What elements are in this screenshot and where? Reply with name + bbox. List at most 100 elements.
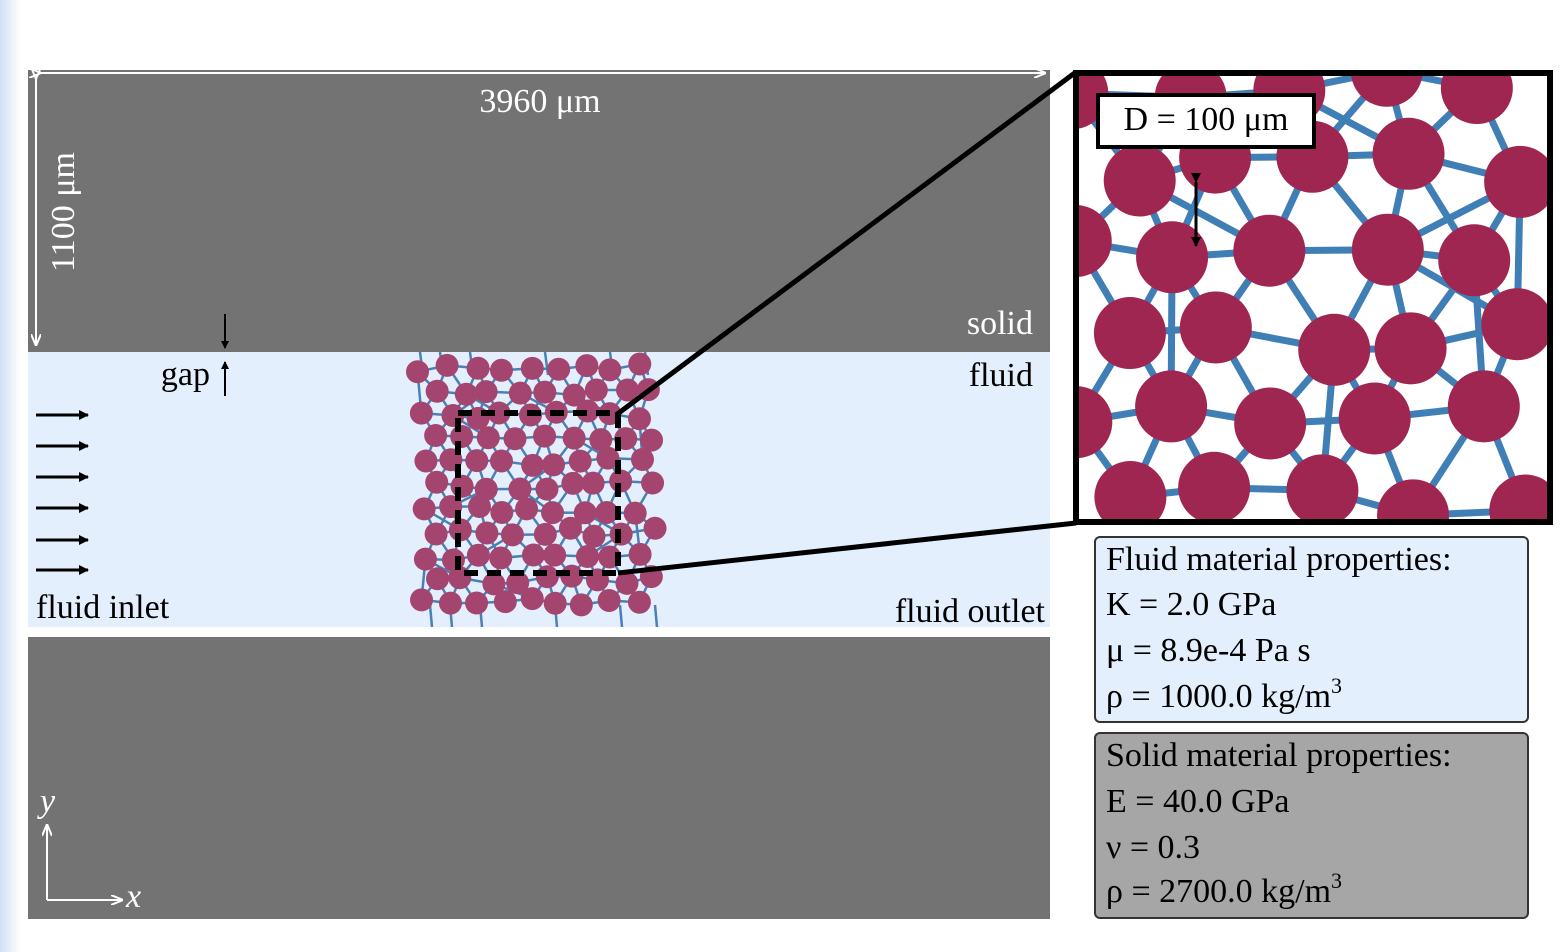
particle — [1375, 312, 1447, 384]
density-exponent: 3 — [1331, 868, 1342, 893]
particle — [1094, 297, 1166, 369]
particle — [489, 546, 512, 569]
particle — [468, 495, 491, 518]
particle — [1448, 370, 1520, 442]
particle — [1104, 144, 1176, 216]
y-axis-label: y — [37, 783, 56, 820]
particle — [450, 425, 473, 448]
fluid-property: K = 2.0 GPa — [1106, 586, 1276, 623]
inlet-label: fluid inlet — [36, 589, 170, 626]
particle — [425, 471, 448, 494]
figure: 3960 μm 1100 μm solid fluid gap fluid in… — [0, 0, 1561, 952]
particle — [1180, 291, 1252, 363]
fluid-properties-title: Fluid material properties: — [1106, 541, 1452, 578]
particle — [541, 501, 564, 524]
height-label: 1100 μm — [45, 152, 82, 272]
particle — [424, 424, 447, 447]
particle — [533, 425, 556, 448]
diameter-label: D = 100 μm — [1124, 101, 1289, 138]
particle — [515, 497, 538, 520]
particle — [414, 548, 437, 571]
solid-property: ν = 0.3 — [1106, 829, 1200, 866]
particle — [535, 478, 558, 501]
particle — [1286, 454, 1358, 526]
particle — [1298, 314, 1370, 386]
particle — [1135, 370, 1207, 442]
particle — [559, 517, 582, 540]
particle — [569, 450, 592, 473]
particle — [465, 591, 488, 614]
particle — [475, 522, 498, 545]
width-label: 3960 μm — [479, 83, 600, 120]
particle — [521, 454, 544, 477]
particle — [503, 427, 526, 450]
particle — [1178, 452, 1250, 524]
particle — [563, 427, 586, 450]
density-text: ρ = 2700.0 kg/m — [1106, 873, 1331, 910]
particle — [543, 544, 566, 567]
particle — [1481, 288, 1553, 360]
particle — [439, 592, 462, 615]
particle — [560, 565, 583, 588]
solid-bottom — [28, 637, 1050, 919]
particle — [598, 358, 621, 381]
particle — [631, 448, 654, 471]
particle — [509, 382, 532, 405]
particle — [477, 426, 500, 449]
particle — [561, 472, 584, 495]
particle — [547, 358, 570, 381]
particle — [629, 543, 652, 566]
particle — [1233, 215, 1305, 287]
particle — [436, 354, 459, 377]
particle — [406, 360, 429, 383]
particle — [426, 567, 449, 590]
particle — [544, 592, 567, 615]
particle — [628, 407, 651, 430]
particle — [533, 381, 556, 404]
density-text: ρ = 1000.0 kg/m — [1106, 678, 1331, 715]
particle — [1373, 118, 1445, 190]
particle — [598, 589, 621, 612]
particle — [494, 590, 517, 613]
particle — [1339, 382, 1411, 454]
fluid-property: μ = 8.9e-4 Pa s — [1106, 632, 1311, 669]
particle — [1352, 214, 1424, 286]
page-edge — [0, 0, 20, 952]
particle — [570, 593, 593, 616]
particle — [644, 517, 667, 540]
particle — [595, 501, 618, 524]
particle — [410, 402, 433, 425]
particle — [455, 383, 478, 406]
particle — [628, 352, 651, 375]
particle — [582, 525, 605, 548]
particle — [585, 379, 608, 402]
particle — [451, 475, 474, 498]
particle — [413, 497, 436, 520]
particle — [490, 501, 513, 524]
particle — [475, 380, 498, 403]
particle — [521, 357, 544, 380]
particle — [542, 453, 565, 476]
particle — [522, 544, 545, 567]
particle — [490, 359, 513, 382]
outlet-label: fluid outlet — [895, 593, 1046, 630]
fluid-property: ρ = 1000.0 kg/m3 — [1106, 673, 1342, 715]
particle — [534, 523, 557, 546]
particle — [1438, 224, 1510, 296]
particle — [610, 523, 633, 546]
gap-label: gap — [161, 356, 210, 393]
particle — [576, 545, 599, 568]
particle — [465, 449, 488, 472]
particle — [536, 565, 559, 588]
particle — [501, 523, 524, 546]
solid-label: solid — [967, 305, 1033, 342]
fluid-label: fluid — [969, 357, 1033, 394]
particle — [425, 523, 448, 546]
particle — [641, 472, 664, 495]
x-axis-label: x — [125, 878, 141, 915]
density-exponent: 3 — [1331, 673, 1342, 698]
particle — [521, 587, 544, 610]
particle — [624, 502, 647, 525]
solid-property: ρ = 2700.0 kg/m3 — [1106, 868, 1342, 910]
particle — [582, 472, 605, 495]
